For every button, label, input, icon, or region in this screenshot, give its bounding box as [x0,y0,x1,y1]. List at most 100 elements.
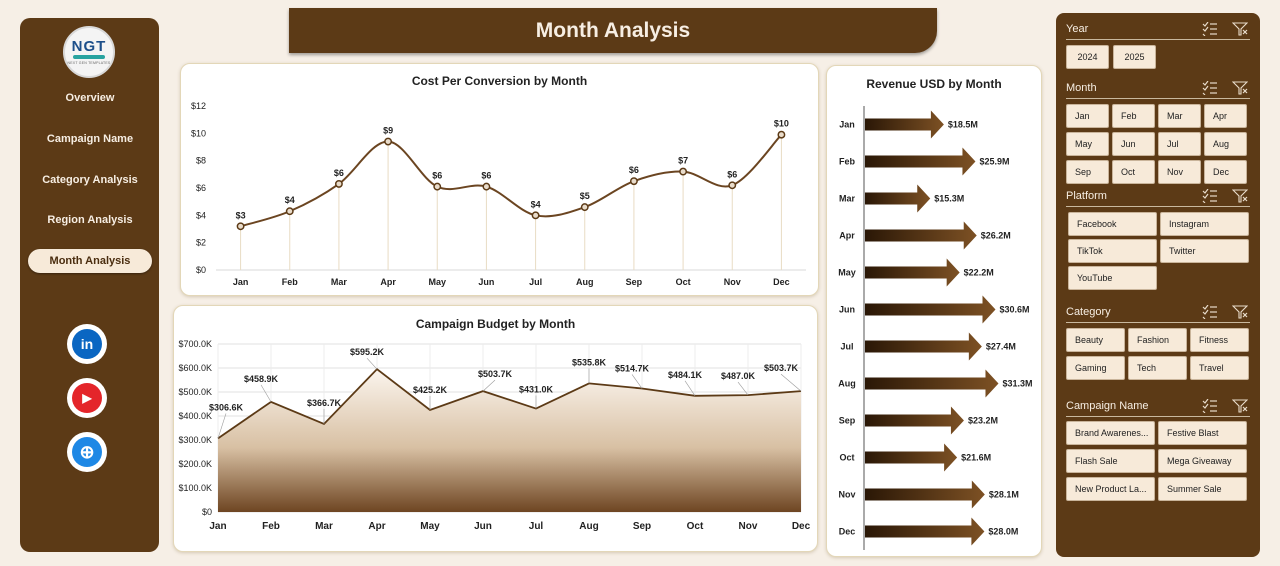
month-option[interactable]: Dec [1204,160,1247,184]
x-tick-label: Dec [773,277,790,287]
revenue-card: Revenue USD by Month Jan $18.5M Feb $25.9M M… [826,65,1042,557]
campaign-option[interactable]: Summer Sale [1158,477,1247,501]
x-tick-label: Aug [579,521,598,532]
chart-title: Revenue USD by Month [866,77,1002,91]
nav-overview[interactable]: Overview [65,92,115,104]
category-option[interactable]: Gaming [1066,356,1125,380]
month-option[interactable]: Sep [1066,160,1109,184]
series-line [217,367,802,440]
multi-select-icon[interactable] [1202,21,1218,37]
campaign-option[interactable]: Flash Sale [1066,449,1155,473]
data-label: $3 [236,210,246,220]
campaign-option[interactable]: Mega Giveaway [1158,449,1247,473]
leader-line [737,381,749,396]
campaign-option[interactable]: Festive Blast [1158,421,1247,445]
data-point [728,181,737,190]
month-option[interactable]: Feb [1112,104,1155,128]
platform-option[interactable]: Facebook [1068,212,1157,236]
x-tick-label: Oct [676,277,691,287]
multi-select-icon[interactable] [1202,398,1218,414]
campaign-budget-card: Campaign Budget by Month $0 $100.0K $200.0… [173,305,818,552]
category-option[interactable]: Fitness [1190,328,1249,352]
linkedin-button[interactable]: in [67,324,107,364]
month-option[interactable]: Jan [1066,104,1109,128]
category-option[interactable]: Fashion [1128,328,1187,352]
nav-region-analysis[interactable]: Region Analysis [47,214,133,226]
year-option[interactable]: 2024 [1066,45,1109,69]
category-filter-header: Category [1066,303,1250,323]
x-tick-label: Jan [209,521,226,532]
data-label: $27.4M [986,342,1016,352]
campaign-option[interactable]: New Product La... [1066,477,1155,501]
clear-filter-icon[interactable] [1231,81,1249,95]
data-label: $458.9K [244,374,279,384]
data-label: $15.3M [934,194,964,204]
data-label: $425.2K [413,385,448,395]
data-point [236,222,245,231]
clear-filter-icon[interactable] [1231,189,1249,203]
multi-select-icon[interactable] [1202,304,1218,320]
data-label: $595.2K [350,347,385,357]
logo-subtext: NEXT GEN TEMPLATES [67,61,111,65]
multi-select-icon[interactable] [1202,188,1218,204]
data-point [629,177,638,186]
y-tick-label: $4 [196,210,206,220]
data-label: $6 [629,165,639,175]
x-tick-label: Nov [739,521,758,532]
chart-title: Campaign Budget by Month [415,317,576,331]
data-label: $22.2M [964,268,994,278]
clear-filter-icon[interactable] [1231,399,1249,413]
month-option[interactable]: Oct [1112,160,1155,184]
month-option[interactable]: Jul [1158,132,1201,156]
y-tick-label: $600.0K [178,363,212,373]
data-label: $18.5M [948,120,978,130]
area-fill [218,369,801,512]
leader-line [366,357,378,370]
campaign-option[interactable]: Brand Awarenes... [1066,421,1155,445]
category-option[interactable]: Beauty [1066,328,1125,352]
arrow-bar [865,517,985,546]
y-tick-label: Mar [839,194,856,204]
y-tick-label: $0 [202,507,212,517]
data-label: $25.9M [979,157,1009,167]
leader-line [631,374,643,389]
platform-option[interactable]: Twitter [1160,239,1249,263]
platform-option[interactable]: TikTok [1068,239,1157,263]
month-option[interactable]: Nov [1158,160,1201,184]
month-option[interactable]: May [1066,132,1109,156]
month-filter-header: Month [1066,79,1250,99]
month-option[interactable]: Aug [1204,132,1247,156]
y-tick-label: $500.0K [178,387,212,397]
data-point [384,137,393,146]
website-button[interactable]: ⊕ [67,432,107,472]
sidebar: NGT NEXT GEN TEMPLATES Overview Campaign… [20,18,159,552]
arrow-bar [865,184,931,213]
platform-option[interactable]: Instagram [1160,212,1249,236]
category-option[interactable]: Tech [1128,356,1187,380]
data-label: $10 [774,119,789,129]
data-label: $503.7K [764,363,799,373]
month-option[interactable]: Apr [1204,104,1247,128]
year-option[interactable]: 2025 [1113,45,1156,69]
month-option[interactable]: Jun [1112,132,1155,156]
data-point [334,179,343,188]
y-tick-label: $100.0K [178,483,212,493]
platform-option[interactable]: YouTube [1068,266,1157,290]
y-tick-label: Nov [838,490,855,500]
linkedin-icon: in [72,329,102,359]
data-point [777,130,786,139]
x-tick-label: Aug [576,277,594,287]
y-tick-label: $12 [191,101,206,111]
youtube-button[interactable]: ▶ [67,378,107,418]
clear-filter-icon[interactable] [1231,22,1249,36]
nav-campaign-name[interactable]: Campaign Name [46,133,134,145]
category-option[interactable]: Travel [1190,356,1249,380]
clear-filter-icon[interactable] [1231,305,1249,319]
nav-month-analysis[interactable]: Month Analysis [28,249,152,273]
nav-category-analysis[interactable]: Category Analysis [42,174,138,186]
y-tick-label: $300.0K [178,435,212,445]
multi-select-icon[interactable] [1202,80,1218,96]
month-option[interactable]: Mar [1158,104,1201,128]
arrow-bar [865,332,982,361]
campaign-budget-chart: $0 $100.0K $200.0K $300.0K $400.0K $500.0K $60… [178,339,810,532]
